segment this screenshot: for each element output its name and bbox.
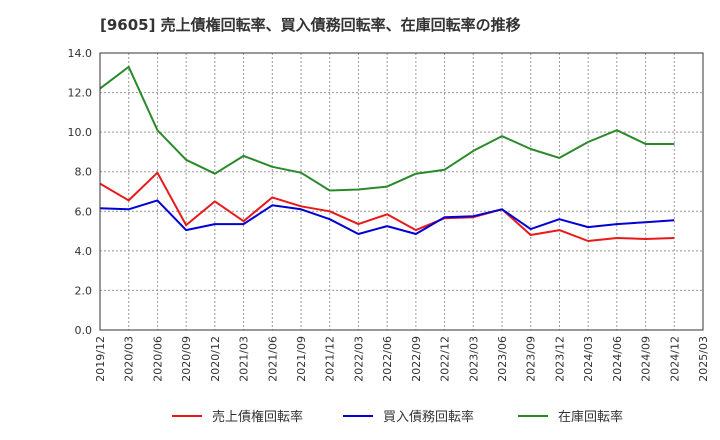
- x-tick-label: 2023/03: [467, 336, 480, 382]
- legend-label-3: 在庫回転率: [558, 409, 623, 425]
- y-tick-label: 8.0: [75, 166, 93, 179]
- x-tick-label: 2023/06: [496, 336, 509, 382]
- x-tick-label: 2022/09: [410, 336, 423, 382]
- x-tick-label: 2025/03: [697, 336, 710, 382]
- x-tick-label: 2021/09: [295, 336, 308, 382]
- series-line-1: [99, 171, 675, 242]
- x-tick-label: 2019/12: [94, 336, 107, 382]
- x-tick-label: 2021/03: [238, 336, 251, 382]
- chart-title: [9605] 売上債権回転率、買入債務回転率、在庫回転率の推移: [100, 16, 521, 34]
- x-axis-ticks: 2019/12 2020/03 2020/06 2020/09 2020/12 2021/…: [94, 336, 710, 382]
- x-tick-label: 2021/12: [324, 336, 337, 382]
- y-tick-label: 14.0: [68, 47, 93, 60]
- y-tick-label: 12.0: [68, 87, 93, 100]
- x-tick-label: 2020/03: [123, 336, 136, 382]
- y-tick-label: 2.0: [75, 284, 93, 297]
- x-tick-label: 2020/12: [209, 336, 222, 382]
- x-tick-label: 2024/12: [668, 336, 681, 382]
- y-tick-label: 10.0: [68, 126, 93, 139]
- legend-label-1: 売上債権回転率: [212, 409, 303, 425]
- x-tick-label: 2022/03: [352, 336, 365, 382]
- x-tick-label: 2020/06: [151, 336, 164, 382]
- x-tick-label: 2023/09: [525, 336, 538, 382]
- y-tick-label: 4.0: [75, 245, 93, 258]
- x-tick-label: 2024/03: [582, 336, 595, 382]
- y-tick-label: 6.0: [75, 205, 93, 218]
- grid-layer: [99, 52, 704, 331]
- legend-label-2: 買入債務回転率: [383, 409, 474, 425]
- x-tick-label: 2024/06: [611, 336, 624, 382]
- x-tick-label: 2021/06: [266, 336, 279, 382]
- series-line-3: [99, 65, 675, 192]
- x-tick-label: 2023/12: [553, 336, 566, 382]
- x-tick-label: 2024/09: [640, 336, 653, 382]
- x-tick-label: 2022/12: [439, 336, 452, 382]
- series-line-2: [99, 199, 675, 235]
- y-axis-ticks: 0.0 2.0 4.0 6.0 8.0 10.0 12.0 14.0: [68, 47, 93, 337]
- series-layer: [99, 65, 675, 242]
- y-tick-label: 0.0: [75, 324, 93, 337]
- legend: 売上債権回転率 買入債務回転率 在庫回転率: [172, 409, 623, 425]
- x-tick-label: 2020/09: [180, 336, 193, 382]
- x-tick-label: 2022/06: [381, 336, 394, 382]
- plot-frame: [99, 52, 704, 331]
